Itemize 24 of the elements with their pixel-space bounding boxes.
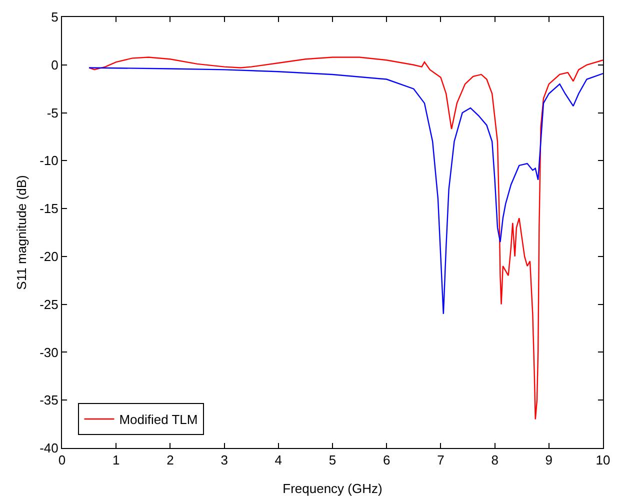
x-tick-label: 5 [328, 452, 336, 468]
y-tick-label: -5 [46, 105, 58, 120]
y-axis-title: S11 magnitude (dB) [14, 175, 29, 290]
y-tick-label: -30 [40, 344, 58, 360]
y-tick-label: -20 [40, 248, 58, 264]
line-series [88, 67, 603, 315]
y-tick-label: -25 [40, 296, 58, 312]
y-tick-label: -15 [40, 201, 58, 216]
y-tick-label: 0 [51, 57, 58, 72]
x-tick-label: 8 [491, 452, 498, 468]
x-tick-label: 2 [166, 452, 174, 468]
y-tick-label: 5 [51, 10, 58, 25]
x-tick-label: 6 [382, 452, 390, 468]
x-tick-label: 1 [112, 452, 120, 468]
y-tick-label: -40 [40, 440, 58, 456]
legend-label: Modified TLM [119, 412, 198, 428]
x-tick-label: 4 [274, 452, 282, 468]
x-tick-label: 10 [596, 452, 610, 468]
x-tick-label: 9 [545, 452, 553, 468]
y-tick-label: -10 [40, 153, 58, 168]
x-axis-title: Frequency (GHz) [282, 481, 382, 496]
x-tick-label: 3 [220, 452, 228, 468]
x-tick-label: 7 [437, 452, 444, 468]
y-tick-label: -35 [40, 392, 58, 408]
